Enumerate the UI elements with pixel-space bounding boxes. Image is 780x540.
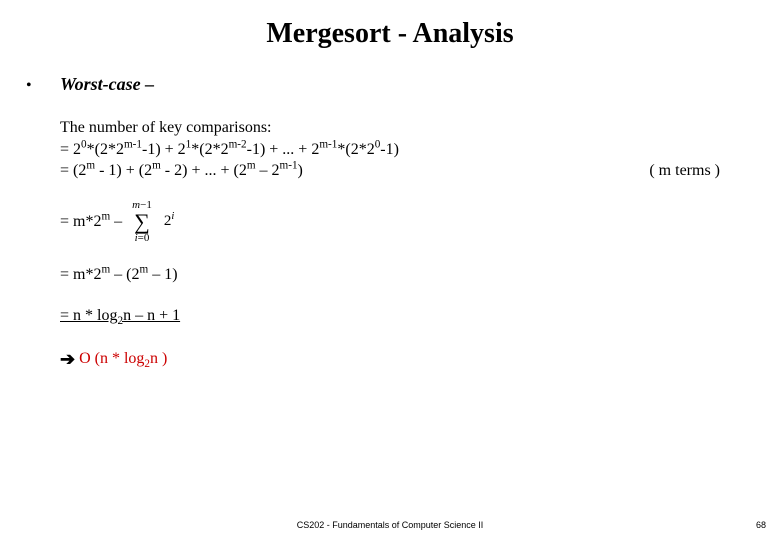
intro-line: The number of key comparisons: xyxy=(60,117,760,139)
m-terms-note: ( m terms ) xyxy=(649,162,760,180)
bullet-row: • Worst-case – xyxy=(26,74,760,95)
big-o-result: O (n * log2n ) xyxy=(79,350,167,367)
slide-title: Mergesort - Analysis xyxy=(0,0,780,56)
eq-line-5: = n * log2n – n + 1 xyxy=(60,305,180,327)
eq-line-4: = m*2m – (2m – 1) xyxy=(60,264,760,286)
arrow-icon: ➔ xyxy=(60,347,75,371)
eq-line-1: = 20*(2*2m-1-1) + 21*(2*2m-2-1) + ... + … xyxy=(60,139,760,161)
eq-line-2: = (2m - 1) + (2m - 2) + ... + (2m – 2m-1… xyxy=(60,160,303,182)
bullet-icon: • xyxy=(26,77,60,95)
page-number: 68 xyxy=(756,520,766,530)
analysis-block: The number of key comparisons: = 20*(2*2… xyxy=(60,117,760,182)
eq-line-3-prefix: = m*2m – xyxy=(60,211,122,233)
sum-term: 2i xyxy=(162,213,174,230)
sigma-icon: m−1 ∑ i=0 xyxy=(132,200,152,244)
slide-body: • Worst-case – The number of key compari… xyxy=(0,56,780,371)
footer-text: CS202 - Fundamentals of Computer Science… xyxy=(0,520,780,530)
sum-lower: i=0 xyxy=(135,233,150,244)
result-line: ➔ O (n * log2n ) xyxy=(60,347,760,371)
sigma-symbol: ∑ xyxy=(134,211,150,233)
subhead: Worst-case – xyxy=(60,74,154,95)
eq-line-3: = m*2m – m−1 ∑ i=0 2i xyxy=(60,200,760,244)
